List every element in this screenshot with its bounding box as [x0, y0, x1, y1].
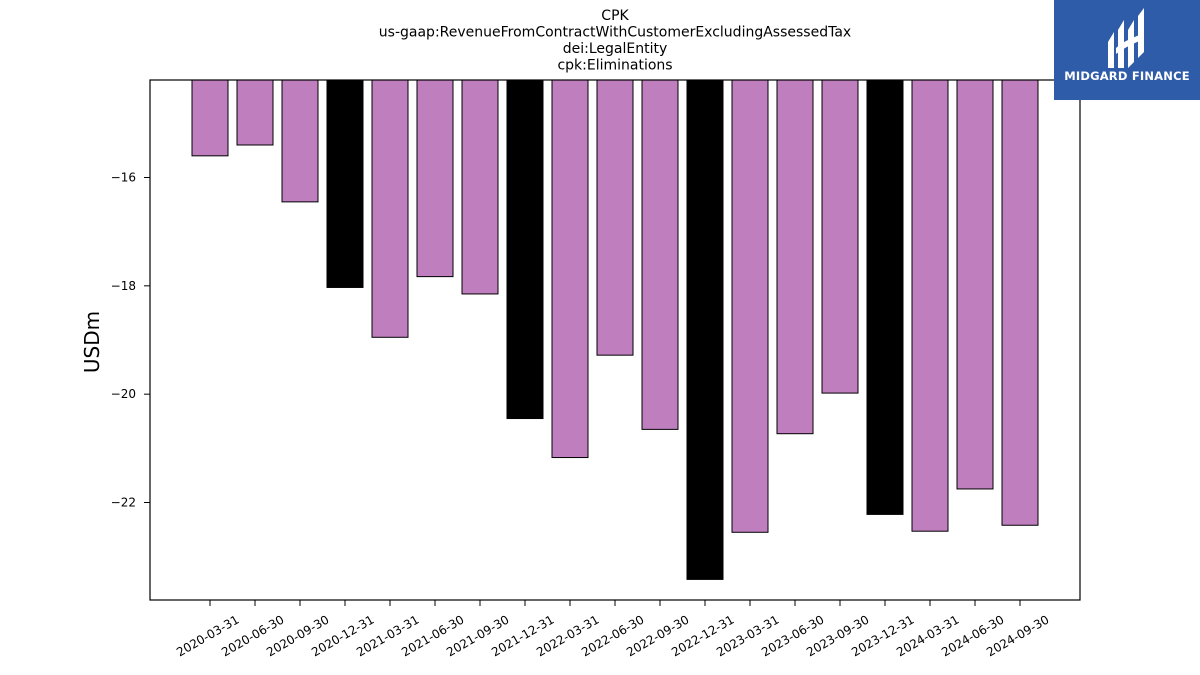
bar-2020-12-31: [326, 79, 364, 288]
x-axis: 2020-03-312020-06-302020-09-302020-12-31…: [174, 600, 1052, 659]
bar-2020-09-30: [281, 79, 319, 203]
bar-2021-12-31: [506, 79, 544, 420]
chart-title-line: us-gaap:RevenueFromContractWithCustomerE…: [379, 25, 851, 41]
bar-2024-06-30: [956, 79, 994, 490]
y-tick-label: −18: [111, 279, 136, 293]
midgard-logo-icon: [1108, 8, 1144, 68]
logo-text: MIDGARD FINANCE: [1064, 69, 1190, 83]
bar-2021-09-30: [461, 79, 499, 295]
chart-title-line: cpk:Eliminations: [557, 58, 672, 74]
y-axis: −16 −18 −20 −22: [111, 171, 150, 510]
bar-2024-03-31: [911, 79, 949, 532]
chart-title-line: dei:LegalEntity: [563, 41, 668, 57]
y-tick-label: −20: [111, 387, 136, 401]
bars: [191, 79, 1039, 580]
chart-title-line: CPK: [601, 8, 629, 24]
y-axis-label: USDm: [80, 311, 104, 373]
bar-2022-03-31: [551, 79, 589, 459]
bar-2022-09-30: [641, 79, 679, 430]
y-tick-label: −22: [111, 496, 136, 510]
y-tick-label: −16: [111, 171, 136, 185]
chart-title: CPKus-gaap:RevenueFromContractWithCustom…: [379, 8, 851, 74]
bar-2023-03-31: [731, 79, 769, 533]
bar-2020-03-31: [191, 79, 229, 157]
bar-2023-06-30: [776, 79, 814, 435]
bar-2021-03-31: [371, 79, 409, 338]
bar-2024-09-30: [1001, 79, 1039, 526]
bar-2022-12-31: [686, 79, 724, 580]
bar-2021-06-30: [416, 79, 454, 278]
bar-2022-06-30: [596, 79, 634, 356]
bar-2020-06-30: [236, 79, 274, 146]
bar-2023-09-30: [821, 79, 859, 394]
bar-2023-12-31: [866, 79, 904, 515]
brand-logo: MIDGARD FINANCE: [1054, 0, 1200, 100]
